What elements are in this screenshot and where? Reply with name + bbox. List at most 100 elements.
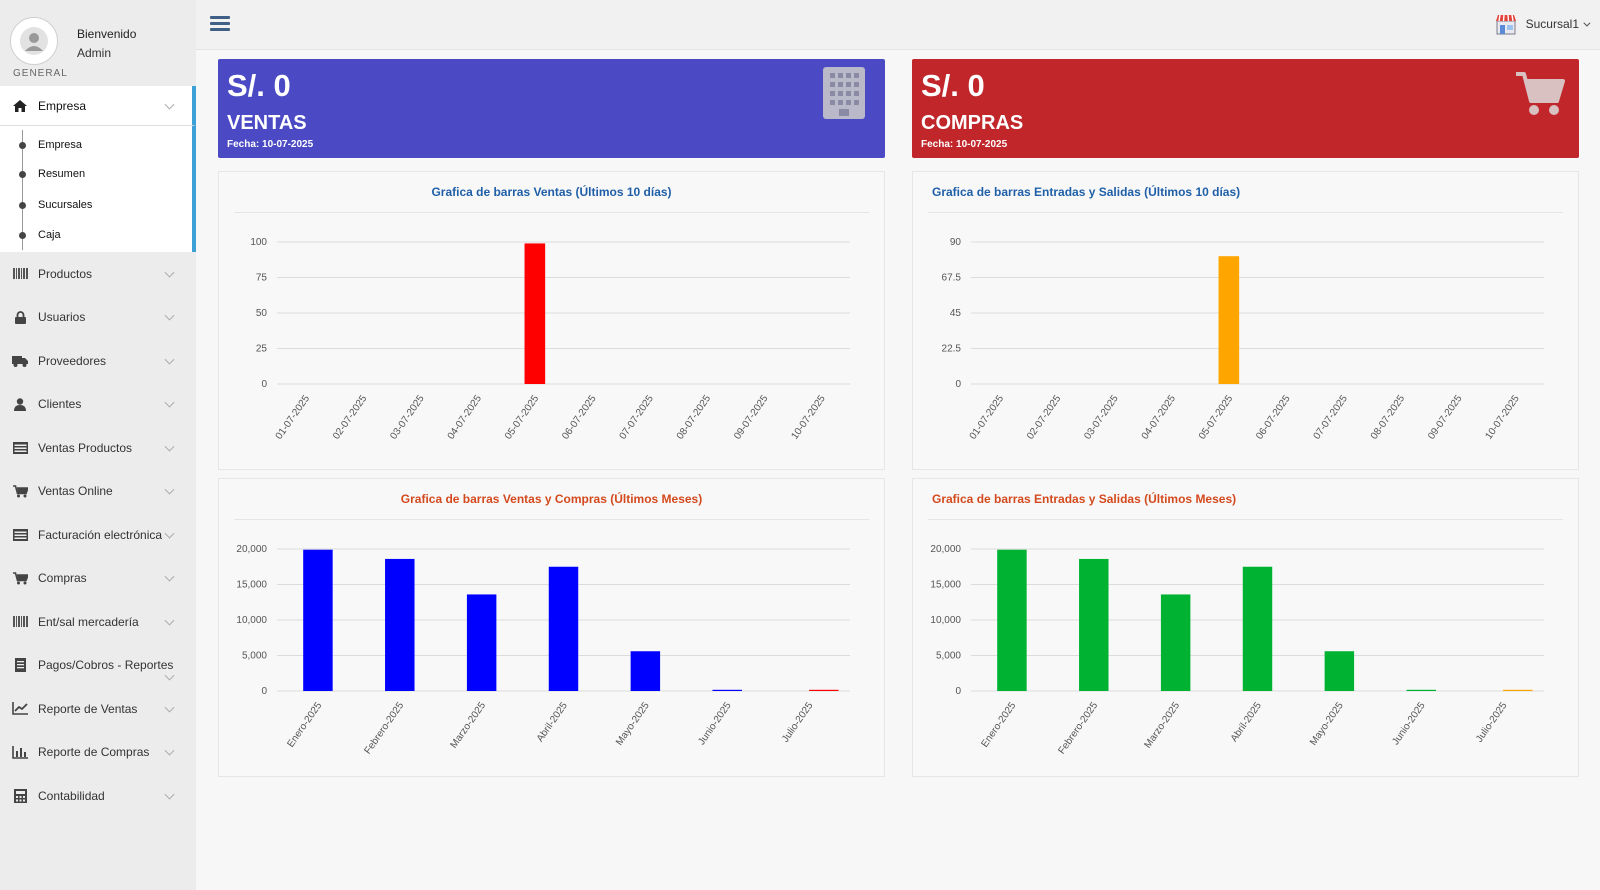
sidebar-item-clientes[interactable]: Clientes bbox=[0, 383, 196, 427]
sidebar-item-empresa[interactable]: Empresa bbox=[0, 86, 196, 126]
ventas-label: VENTAS bbox=[227, 112, 307, 134]
chevron-down-icon bbox=[1583, 19, 1591, 27]
x-tick-label: 03-07-2025 bbox=[1082, 393, 1121, 442]
x-tick-label: 06-07-2025 bbox=[560, 393, 599, 442]
sidebar-item-label: Usuarios bbox=[38, 310, 86, 325]
chevron-down-icon bbox=[164, 267, 175, 278]
welcome-text: Bienvenido bbox=[77, 27, 137, 41]
sidebar-item-label: Empresa bbox=[38, 98, 87, 113]
chevron-down-icon bbox=[164, 789, 175, 800]
y-tick-label: 0 bbox=[955, 379, 961, 390]
bar[interactable] bbox=[1218, 256, 1240, 384]
compras-amount: S/. 0 bbox=[921, 68, 985, 103]
chevron-down-icon bbox=[164, 745, 175, 756]
divider bbox=[234, 519, 869, 520]
bullet-icon bbox=[19, 170, 26, 178]
x-tick-label: 09-07-2025 bbox=[732, 393, 771, 442]
chart-title: Grafica de barras Ventas (Últimos 10 día… bbox=[431, 185, 672, 199]
hamburger-icon[interactable] bbox=[210, 16, 230, 32]
x-tick-label: 05-07-2025 bbox=[1197, 393, 1236, 442]
bar[interactable] bbox=[997, 549, 1027, 691]
submenu-item-label: Caja bbox=[38, 229, 61, 241]
sidebar-item-proveedores[interactable]: Proveedores bbox=[0, 339, 196, 383]
submenu-item-empresa[interactable]: Empresa bbox=[0, 130, 192, 160]
x-tick-label: Junio-2025 bbox=[696, 700, 734, 747]
sidebar: Bienvenido Admin GENERAL Empresa Empresa… bbox=[0, 0, 196, 890]
bar[interactable] bbox=[1503, 689, 1533, 691]
x-tick-label: 06-07-2025 bbox=[1254, 393, 1293, 442]
x-tick-label: Enero-2025 bbox=[285, 700, 324, 749]
compras-label: COMPRAS bbox=[921, 112, 1024, 134]
username: Admin bbox=[77, 46, 112, 60]
sidebar-item-facturacion[interactable]: Facturación electrónica bbox=[0, 513, 196, 557]
cart-icon bbox=[12, 571, 28, 585]
x-tick-label: Mayo-2025 bbox=[614, 700, 652, 748]
bar[interactable] bbox=[712, 689, 742, 691]
bullet-icon bbox=[19, 201, 26, 209]
sidebar-item-label: Proveedores bbox=[38, 353, 107, 368]
bullet-icon bbox=[19, 141, 26, 149]
bar[interactable] bbox=[1324, 651, 1355, 691]
cart-icon bbox=[1516, 72, 1565, 115]
x-tick-label: Marzo-2025 bbox=[448, 700, 488, 750]
sidebar-item-contabilidad[interactable]: Contabilidad bbox=[0, 774, 196, 818]
sidebar-item-ventas-productos[interactable]: Ventas Productos bbox=[0, 426, 196, 470]
bar[interactable] bbox=[1079, 558, 1109, 691]
submenu-item-caja[interactable]: Caja bbox=[0, 220, 192, 250]
bar-chart-entradas-salidas-dias: 0 22.5 45 67.5 90 01-07-2025 02-07-2025 03-07-2… bbox=[942, 237, 1544, 442]
y-tick-label: 90 bbox=[950, 237, 962, 248]
sidebar-item-productos[interactable]: Productos bbox=[0, 252, 196, 296]
submenu-item-resumen[interactable]: Resumen bbox=[0, 159, 192, 189]
bar[interactable] bbox=[630, 651, 661, 691]
x-tick-label: Abril-2025 bbox=[1229, 700, 1264, 744]
y-tick-label: 0 bbox=[955, 686, 961, 697]
submenu-item-sucursales[interactable]: Sucursales bbox=[0, 190, 192, 220]
bar[interactable] bbox=[524, 243, 546, 384]
lock-icon bbox=[12, 310, 28, 324]
x-tick-label: Mayo-2025 bbox=[1308, 700, 1346, 748]
sidebar-item-ventas-online[interactable]: Ventas Online bbox=[0, 470, 196, 514]
user-profile: Bienvenido Admin GENERAL bbox=[0, 0, 196, 86]
sidebar-item-label: Clientes bbox=[38, 397, 82, 412]
x-tick-label: 02-07-2025 bbox=[1025, 393, 1064, 442]
divider bbox=[928, 212, 1563, 213]
sidebar-item-reporte-compras[interactable]: Reporte de Compras bbox=[0, 731, 196, 775]
sidebar-item-usuarios[interactable]: Usuarios bbox=[0, 296, 196, 340]
sidebar-item-label: Productos bbox=[38, 266, 93, 281]
bar[interactable] bbox=[1242, 566, 1273, 691]
x-tick-label: Enero-2025 bbox=[979, 700, 1018, 749]
bar[interactable] bbox=[466, 594, 497, 691]
submenu-item-label: Sucursales bbox=[38, 199, 93, 211]
y-tick-label: 0 bbox=[261, 379, 267, 390]
x-tick-label: Febrero-2025 bbox=[1056, 700, 1100, 756]
avatar[interactable] bbox=[10, 17, 58, 65]
bar-chart-ventas-dias: 0 25 50 75 100 01-07-2025 02-07-2025 03-07-2025… bbox=[250, 237, 850, 442]
y-tick-label: 45 bbox=[950, 308, 962, 319]
x-tick-label: Junio-2025 bbox=[1390, 700, 1428, 747]
line-chart-icon bbox=[12, 702, 28, 716]
sidebar-item-pagos-cobros[interactable]: Pagos/Cobros - Reportes bbox=[0, 644, 196, 688]
bar[interactable] bbox=[385, 558, 415, 691]
x-tick-label: 10-07-2025 bbox=[789, 393, 828, 442]
x-tick-label: Marzo-2025 bbox=[1142, 700, 1182, 750]
bar[interactable] bbox=[548, 566, 579, 691]
sidebar-item-reporte-ventas[interactable]: Reporte de Ventas bbox=[0, 687, 196, 731]
bar[interactable] bbox=[303, 549, 333, 691]
y-tick-label: 10,000 bbox=[930, 615, 961, 626]
barcode-icon bbox=[12, 615, 28, 629]
sidebar-item-compras[interactable]: Compras bbox=[0, 557, 196, 601]
x-tick-label: 05-07-2025 bbox=[503, 393, 542, 442]
branch-selector[interactable]: Sucursal1 bbox=[1495, 13, 1591, 35]
bar-chart-icon bbox=[12, 745, 28, 759]
x-tick-label: Abril-2025 bbox=[535, 700, 570, 744]
sidebar-item-entsal-mercaderia[interactable]: Ent/sal mercadería bbox=[0, 600, 196, 644]
y-tick-label: 0 bbox=[261, 686, 267, 697]
bar[interactable] bbox=[1160, 594, 1191, 691]
compras-date: Fecha: 10-07-2025 bbox=[921, 139, 1008, 150]
chart-title: Grafica de barras Entradas y Salidas (Úl… bbox=[932, 185, 1241, 199]
chart-title: Grafica de barras Entradas y Salidas (Úl… bbox=[932, 492, 1237, 506]
bar[interactable] bbox=[1406, 689, 1436, 691]
chevron-down-icon bbox=[164, 571, 175, 582]
bar[interactable] bbox=[809, 689, 839, 691]
y-tick-label: 5,000 bbox=[936, 651, 961, 662]
